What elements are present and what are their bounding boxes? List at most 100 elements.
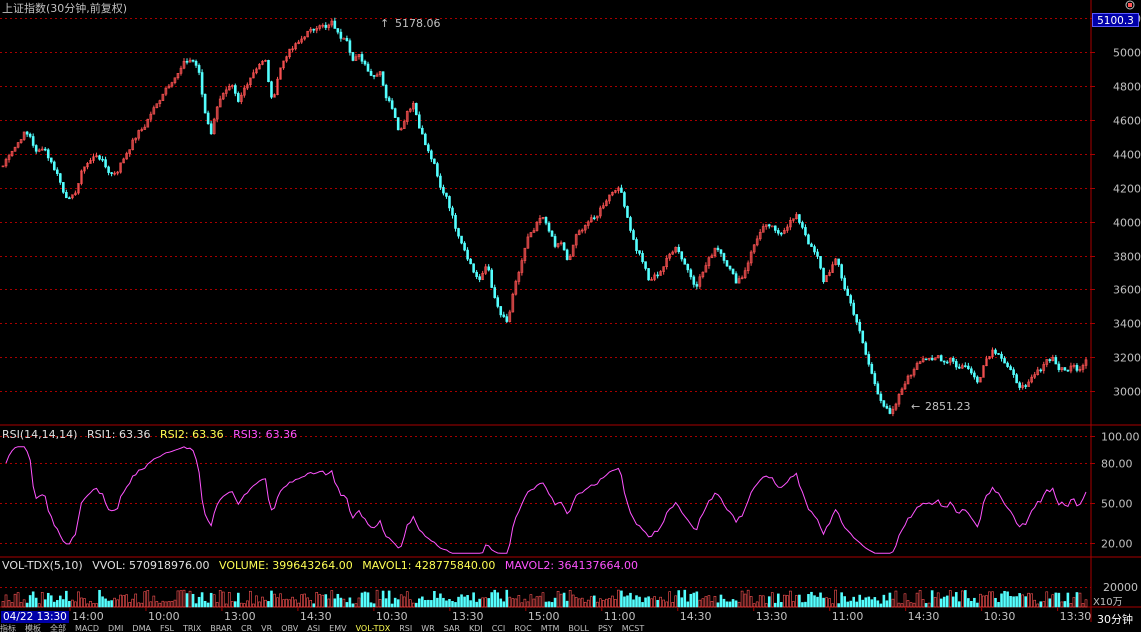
indicator-tab[interactable]: ROC (514, 624, 532, 632)
candle-body (233, 85, 237, 94)
candle-body (128, 149, 132, 154)
candle-body (776, 230, 780, 234)
volume-bar (680, 597, 684, 608)
candle-body (767, 224, 771, 227)
candle-body (116, 171, 119, 174)
volume-bar (1063, 601, 1067, 608)
candle-body (608, 194, 611, 202)
candle-body (267, 60, 270, 83)
volume-bar (442, 597, 445, 608)
candle-body (692, 276, 696, 285)
candle-body (662, 266, 665, 272)
volume-bar (402, 596, 406, 608)
volume-bar (979, 593, 982, 608)
indicator-tab[interactable]: MTM (540, 624, 560, 632)
indicator-tab[interactable]: DMA (132, 624, 151, 632)
candle-body (695, 284, 699, 287)
indicator-tab[interactable]: CCI (491, 624, 506, 632)
candle-body (674, 246, 678, 253)
indicator-tab[interactable]: 全部 (50, 624, 66, 632)
indicator-tab[interactable]: SAR (443, 624, 460, 632)
candlestick-series (1, 17, 1088, 417)
rsi-indicator-name[interactable]: RSI(14,14,14) (2, 428, 78, 441)
indicator-tab[interactable]: DMI (107, 624, 124, 632)
volume-bar (436, 597, 439, 608)
candle-body (939, 355, 943, 362)
candle-body (773, 225, 777, 231)
candle-body (378, 71, 382, 76)
window-options-icon[interactable] (1123, 0, 1137, 10)
candle-body (399, 128, 403, 131)
volume-bar (315, 592, 319, 608)
volume-bar (463, 596, 466, 608)
volume-bar (1027, 592, 1030, 608)
price-tick-label: 4200 (1113, 183, 1141, 196)
volume-bar (589, 596, 593, 608)
volume-bar (834, 589, 837, 608)
indicator-tab[interactable]: VR (261, 624, 273, 632)
candle-body (822, 267, 825, 283)
indicator-tab[interactable]: VOL-TDX (355, 624, 391, 632)
volume-bar (89, 600, 92, 608)
candle-body (1039, 369, 1043, 372)
indicator-tab[interactable]: TRIX (182, 624, 202, 632)
candle-body (577, 230, 581, 235)
volume-bar (98, 589, 101, 608)
candle-body (976, 376, 979, 383)
volume-bar (152, 595, 156, 608)
volume-bar (626, 595, 629, 608)
candle-body (614, 190, 617, 193)
candle-body (556, 243, 560, 247)
indicator-tab[interactable]: MACD (75, 624, 99, 632)
indicator-tab[interactable]: PSY (597, 624, 613, 632)
volume-bar (810, 591, 813, 608)
candle-body (704, 265, 708, 273)
candle-body (846, 288, 849, 296)
indicator-tab[interactable]: ASI (307, 624, 321, 632)
indicator-tab[interactable]: EMV (329, 624, 347, 632)
candle-body (979, 377, 982, 383)
candle-body (906, 375, 910, 385)
candle-body (586, 221, 590, 226)
indicator-tab[interactable]: 模板 (25, 624, 41, 632)
indicator-tab[interactable]: RSI (399, 624, 413, 632)
candle-body (626, 206, 629, 218)
volume-bar (185, 593, 189, 608)
candle-body (7, 155, 11, 160)
indicator-tab[interactable]: MCST (621, 624, 645, 632)
indicator-tab[interactable]: KDJ (468, 624, 483, 632)
volume-bar (716, 602, 720, 608)
volume-bar (550, 602, 554, 608)
indicator-tab[interactable]: OBV (281, 624, 299, 632)
volume-bar (1042, 601, 1046, 608)
volume-bar (511, 598, 515, 608)
candle-body (933, 357, 937, 361)
indicator-tab[interactable]: CR (241, 624, 253, 632)
volume-bar (375, 589, 379, 608)
candle-body (746, 262, 750, 272)
volume-bar (34, 597, 38, 608)
candle-body (134, 137, 138, 141)
volume-bar (873, 597, 877, 608)
candle-body (568, 255, 572, 260)
candle-body (499, 306, 503, 316)
candle-body (894, 403, 898, 410)
indicator-tab[interactable]: WR (421, 624, 435, 632)
indicator-tab[interactable]: 指标 (0, 624, 16, 632)
candle-body (92, 156, 95, 161)
volume-bar (731, 599, 735, 608)
volume-bar (1012, 596, 1015, 608)
volume-bar (565, 600, 569, 608)
volume-bar (164, 601, 168, 608)
indicator-tab[interactable]: BRAR (210, 624, 233, 632)
volume-bar (514, 598, 518, 608)
vol-indicator-name[interactable]: VOL-TDX(5,10) (2, 559, 83, 572)
indicator-tab[interactable]: FSL (159, 624, 174, 632)
indicator-tab[interactable]: BOLL (568, 624, 589, 632)
time-tick-label: 10:30 (984, 610, 1016, 623)
candle-body (780, 232, 783, 235)
time-tick-label: 13:30 (452, 610, 484, 623)
volume-bar (743, 593, 747, 608)
period-selector[interactable]: 30分钟 (1097, 613, 1133, 626)
